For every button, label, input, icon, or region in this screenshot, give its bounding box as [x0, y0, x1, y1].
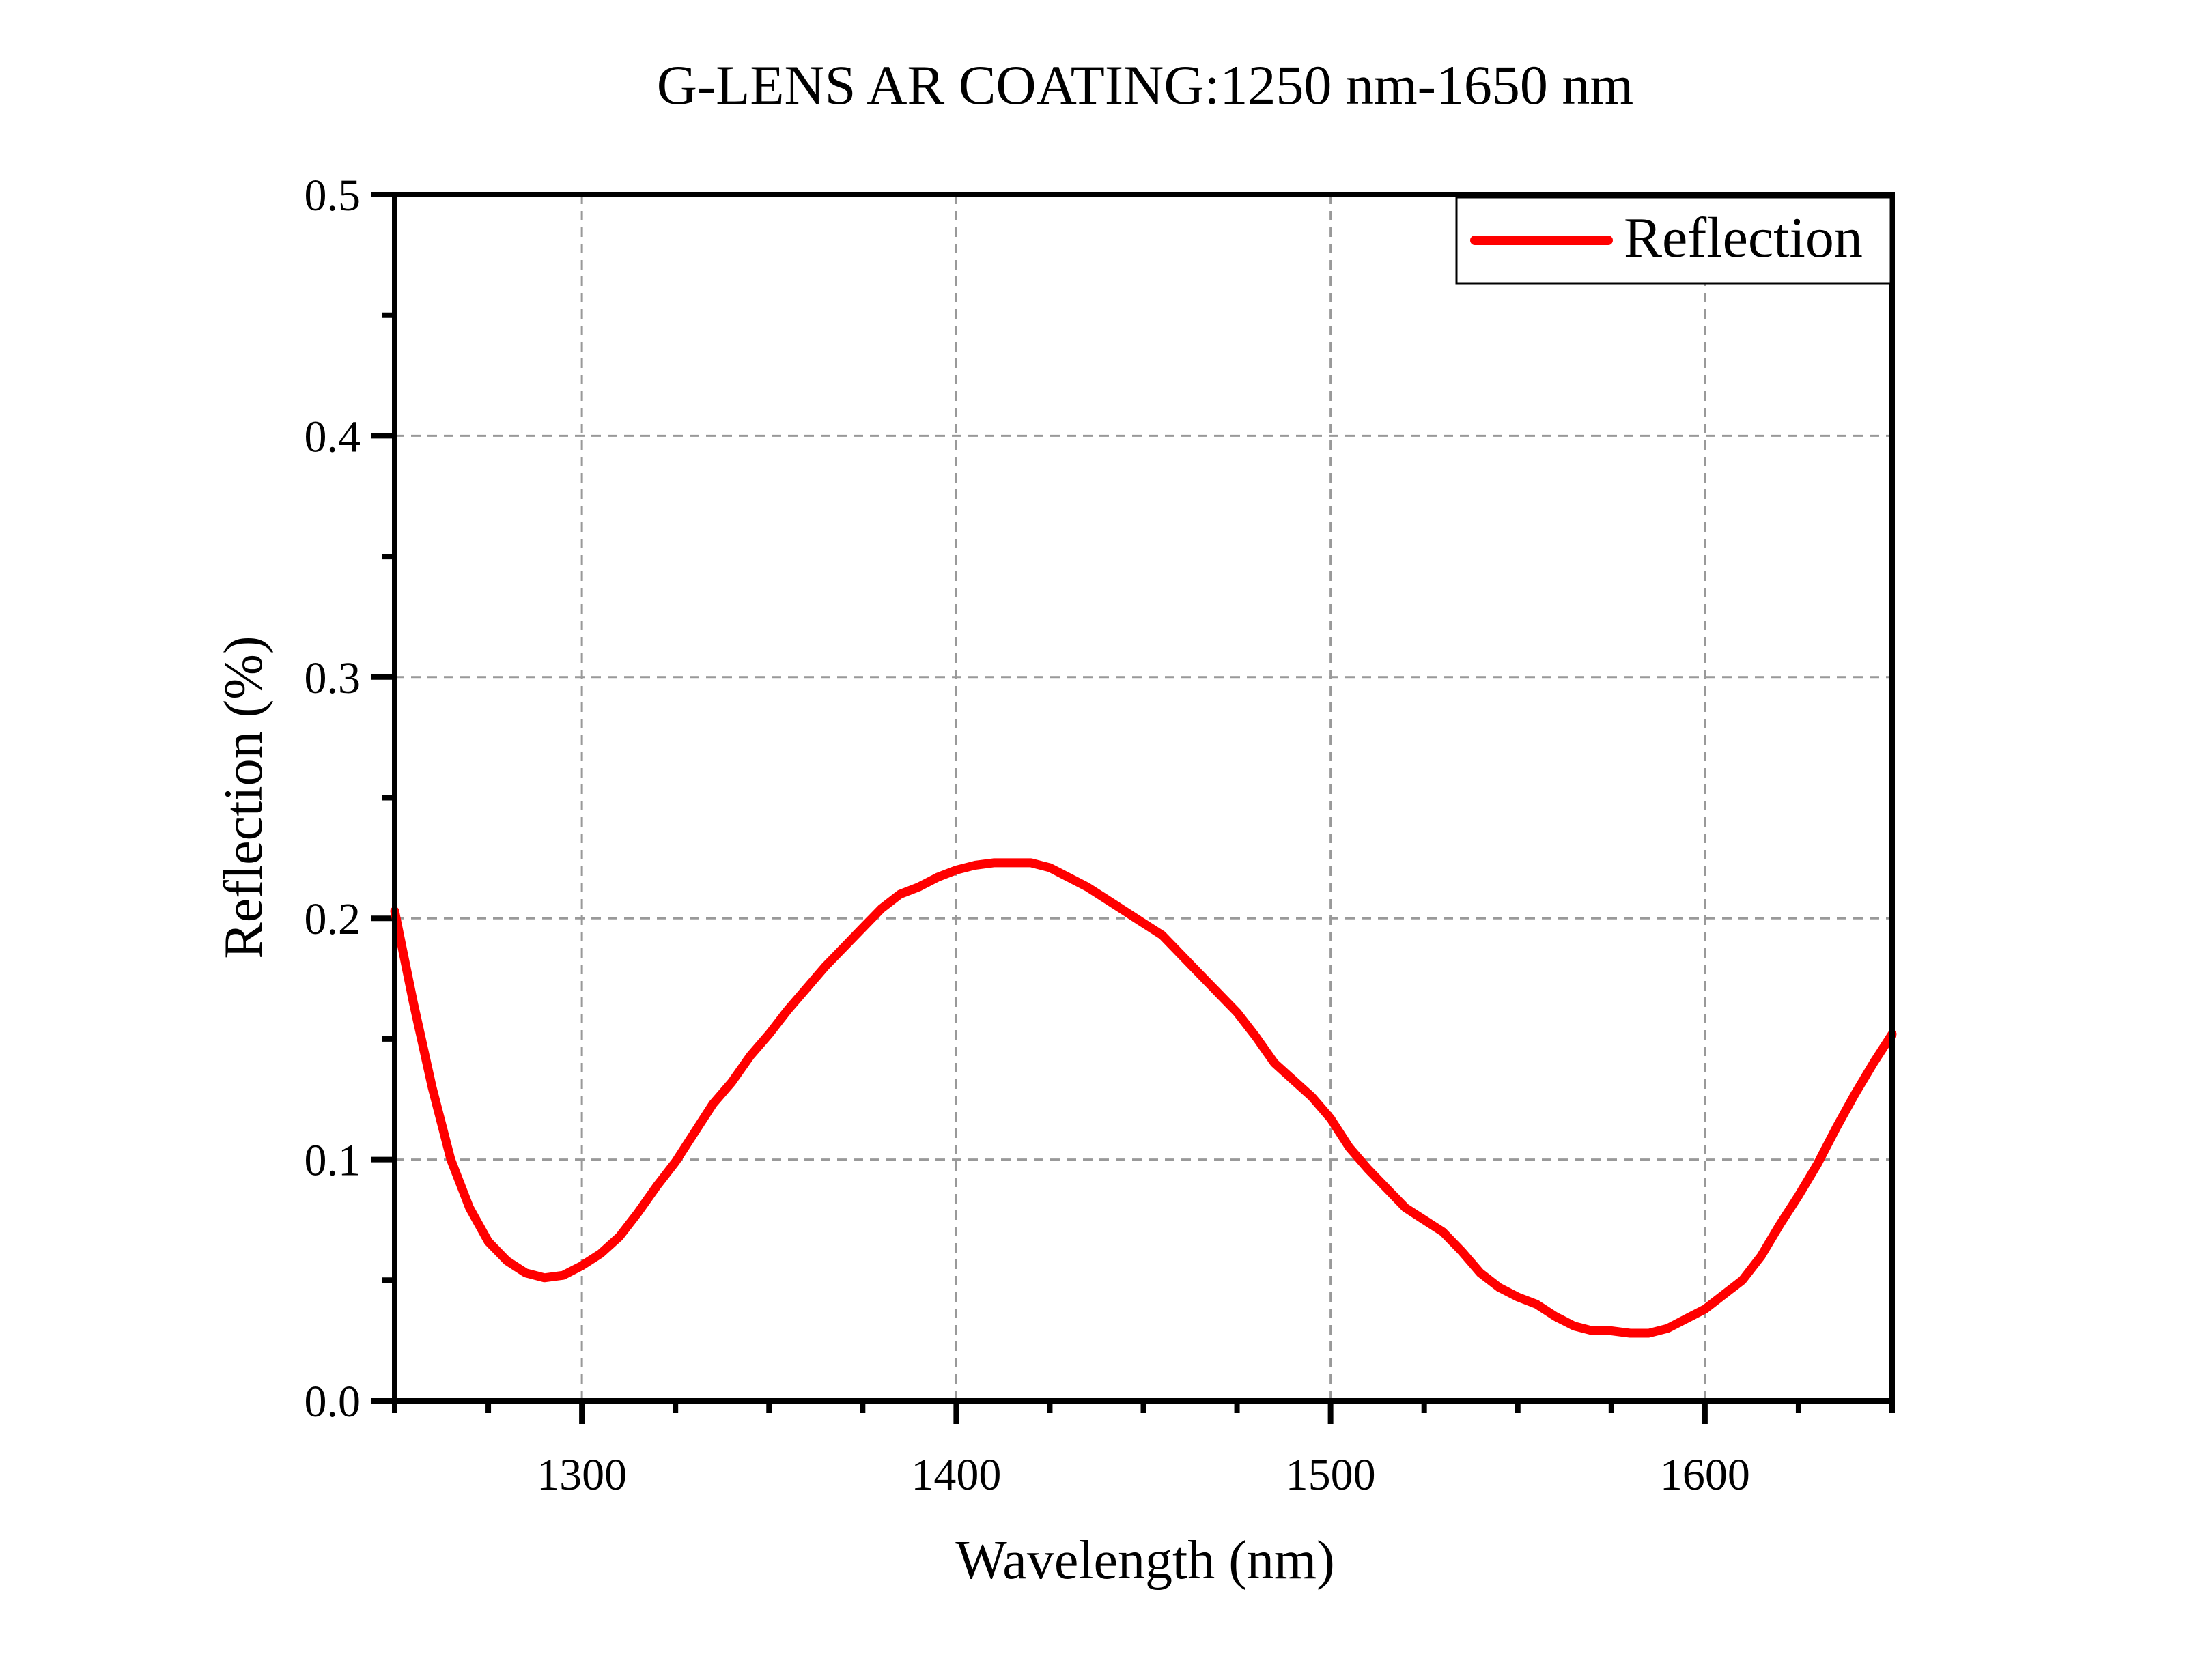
grid-lines — [395, 195, 1892, 1401]
x-axis-label: Wavelength (nm) — [955, 1530, 1335, 1591]
y-tick-label: 0.1 — [305, 1136, 361, 1186]
axis-ticks: 1300 1400 1500 1600 0.0 0.1 0.2 0.3 0.4 0.5 — [305, 171, 1895, 1500]
plot-frame — [392, 192, 1895, 1404]
y-tick-label: 0.5 — [305, 171, 361, 220]
legend: Reflection — [1455, 196, 1892, 285]
y-tick-label: 0.4 — [305, 412, 361, 461]
y-tick-label: 0.3 — [305, 653, 361, 703]
y-tick-label: 0.2 — [305, 894, 361, 944]
y-axis-label: Reflection (%) — [214, 636, 274, 958]
x-tick-label: 1500 — [1286, 1450, 1376, 1500]
x-tick-label: 1300 — [537, 1450, 627, 1500]
y-tick-label: 0.0 — [305, 1377, 361, 1427]
x-tick-label: 1600 — [1660, 1450, 1750, 1500]
x-tick-label: 1400 — [911, 1450, 1001, 1500]
legend-label-reflection: Reflection — [1624, 206, 1863, 270]
series-line-reflection — [390, 858, 1897, 1338]
chart-title: G-LENS AR COATING:1250 nm-1650 nm — [657, 54, 1633, 116]
series-layer — [390, 858, 1897, 1338]
